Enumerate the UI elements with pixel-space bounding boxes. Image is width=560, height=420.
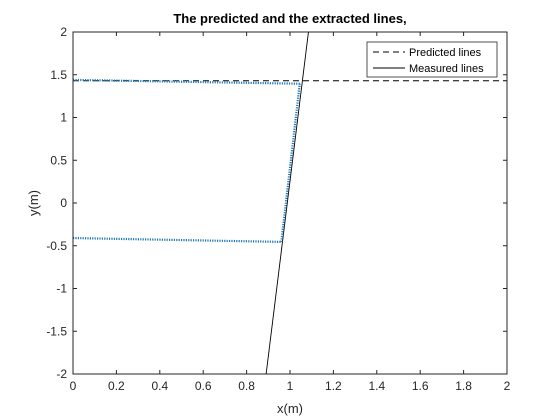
x-axis-label: x(m) <box>277 401 303 416</box>
x-tick-label-1: 0.2 <box>108 379 125 393</box>
series-2-segment-0 <box>73 78 300 85</box>
x-tick-label-7: 1.4 <box>368 379 385 393</box>
ticks-layer: 0 0.2 0.4 0.6 0.8 1 1.2 1.4 1.6 1.8 2 -2 -1.5 -1 -0.5 0… <box>46 25 510 393</box>
y-tick-label-6: 1 <box>60 111 67 125</box>
legend-box <box>366 41 498 78</box>
x-tick-label-9: 1.8 <box>455 379 472 393</box>
legend-entry-measured-lines: Measured lines <box>409 63 484 75</box>
x-tick-label-6: 1.2 <box>325 379 342 393</box>
y-tick-label-1: -1.5 <box>46 324 67 338</box>
legend: Predicted lines Measured lines <box>366 41 498 78</box>
series-1-segment-0 <box>265 32 309 374</box>
y-tick-label-8: 2 <box>60 25 67 39</box>
y-axis-label: y(m) <box>26 190 41 216</box>
x-tick-label-8: 1.6 <box>412 379 429 393</box>
x-tick-label-2: 0.4 <box>151 379 168 393</box>
x-tick-label-10: 2 <box>504 379 511 393</box>
y-tick-label-4: 0 <box>60 196 67 210</box>
y-tick-label-5: 0.5 <box>50 153 67 167</box>
series-2-segment-2 <box>280 83 301 243</box>
legend-entry-predicted-lines: Predicted lines <box>409 47 482 59</box>
x-tick-label-0: 0 <box>70 379 77 393</box>
y-tick-label-7: 1.5 <box>50 68 67 82</box>
x-tick-label-3: 0.6 <box>195 379 212 393</box>
x-tick-label-5: 1 <box>287 379 294 393</box>
chart-title: The predicted and the extracted lines, <box>173 11 406 26</box>
series-2-segment-1 <box>73 236 282 244</box>
y-tick-label-3: -0.5 <box>46 239 67 253</box>
x-tick-label-4: 0.8 <box>238 379 255 393</box>
y-tick-label-0: -2 <box>56 367 67 381</box>
y-tick-label-2: -1 <box>56 282 67 296</box>
series-layer <box>73 32 507 374</box>
